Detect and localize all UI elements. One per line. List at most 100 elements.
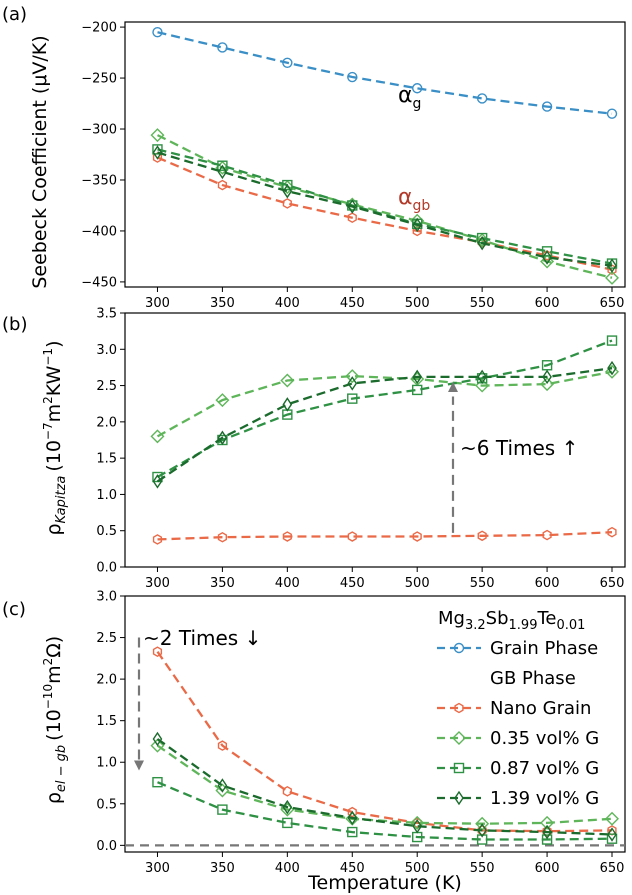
legend: Mg3.2Sb1.99Te0.01 Grain Phase GB Phase N…: [438, 608, 599, 809]
series-g035-point: [475, 378, 490, 393]
series-g139-point: [412, 369, 423, 385]
series-g139-point: [477, 369, 487, 385]
series-g087-point: [217, 160, 228, 171]
series-nano-line: [156, 651, 613, 833]
alpha-gb-annotation: αgb: [398, 185, 430, 214]
series-grain-point: [282, 57, 293, 68]
series-g139-point: [347, 199, 358, 214]
panel-0-xtick-label: 500: [405, 296, 430, 311]
panel-1-frame: [124, 312, 626, 568]
x-axis-label: Temperature (K): [307, 872, 462, 894]
panel-2-xtick-label: 300: [145, 861, 170, 876]
series-grain-line: [157, 31, 613, 115]
panel-0-ytick-label: −300: [81, 123, 117, 138]
series-g035-point: [215, 393, 230, 408]
panel-0-xtick-label: 450: [340, 296, 365, 311]
series-g035-point: [150, 738, 165, 753]
series-nano-point: [152, 646, 163, 657]
series-g035-point: [540, 254, 555, 269]
legend-g035-label: 0.35 vol% G: [490, 728, 599, 749]
panel-0-xtick-label: 600: [535, 296, 560, 311]
panel-1-xtick-label: 550: [470, 576, 495, 591]
series-grain-point: [476, 93, 488, 104]
series-g139-point: [542, 824, 552, 840]
series-grain-point: [217, 42, 228, 53]
panel-2-xtick-label: 600: [535, 861, 560, 876]
series-g035-line: [156, 370, 613, 438]
series-g035-point: [150, 128, 165, 143]
panel-0-ytick-label: −450: [81, 275, 117, 290]
panel-1-ytick-label: 3.0: [96, 343, 117, 358]
panel-1-xtick-label: 400: [275, 576, 300, 591]
series-g139-line: [157, 151, 613, 267]
series-nano-line: [157, 531, 613, 541]
panel-0-frame: [124, 21, 626, 288]
series-g139-point: [607, 827, 617, 842]
panel-0-xtick-label: 650: [600, 296, 625, 311]
series-g139-line: [156, 738, 613, 836]
series-nano-point: [412, 531, 422, 542]
series-g087-point: [606, 833, 618, 844]
series-g139-point: [542, 250, 552, 265]
panel-0-xtick-label: 350: [210, 296, 235, 311]
series-g139-point: [282, 183, 293, 199]
panel-2-ytick-label: 0.5: [96, 797, 117, 812]
legend-grain-label: Grain Phase: [490, 638, 598, 659]
series-grain-point: [541, 101, 553, 112]
series-g139-point: [282, 799, 293, 815]
series-nano-point: [347, 531, 357, 542]
series-g139-point: [282, 397, 293, 412]
series-g035-point: [150, 429, 165, 444]
series-nano-point: [217, 740, 228, 751]
series-grain-point: [152, 26, 163, 38]
series-g087-point: [152, 776, 163, 788]
panel-0-xtick-label: 300: [145, 296, 170, 311]
panel-2-ytick-label: 2.5: [96, 631, 117, 646]
two-times-annotation: ~2 Times ↓: [143, 626, 261, 650]
series-g087-point: [412, 384, 423, 396]
legend-title: Mg3.2Sb1.99Te0.01: [438, 608, 585, 633]
six-times-arrowhead: [448, 381, 458, 392]
panel-1-xtick-label: 650: [600, 576, 625, 591]
series-g087-line: [156, 339, 613, 478]
panel-c-ylabel: ρel − gb(10−10m2Ω): [41, 636, 69, 804]
series-g139-point: [152, 145, 163, 160]
panel-1-ytick-label: 2.0: [96, 415, 117, 430]
panel-a-ylabel: Seebeck Coefficient (μV/K): [29, 35, 51, 288]
panel-a-label: (a): [2, 4, 27, 25]
series-g139-point: [607, 360, 617, 376]
legend-g035-marker: [452, 731, 466, 745]
panel-2-frame: [124, 595, 626, 853]
series-g087-point: [606, 335, 618, 346]
panel-1-xtick-label: 350: [210, 576, 235, 591]
panel-1-xtick-label: 450: [340, 576, 365, 591]
series-g139-point: [412, 217, 423, 233]
series-nano-point: [152, 152, 163, 163]
legend-grain-marker: [453, 642, 465, 654]
panel-c-label: (c): [2, 599, 26, 620]
legend-gb-label: GB Phase: [490, 668, 576, 689]
series-g087-point: [152, 471, 163, 483]
panel-2-ytick-label: 1.0: [96, 756, 117, 771]
series-g139-point: [607, 258, 617, 273]
panel-0-ytick-label: −250: [81, 72, 117, 87]
series-g139-point: [412, 818, 423, 834]
series-nano-point: [217, 179, 228, 191]
series-g087-point: [152, 144, 163, 155]
series-g087-line: [157, 148, 613, 265]
series-g035-line: [156, 134, 613, 279]
series-nano-point: [217, 531, 228, 543]
series-g087-point: [282, 817, 293, 829]
series-g139-point: [347, 810, 358, 826]
series-g139-point: [152, 474, 163, 489]
six-times-annotation: ~6 Times ↑: [460, 436, 578, 460]
panel-2-xtick-label: 550: [470, 861, 495, 876]
series-grain-point: [347, 71, 358, 83]
panel-0-ytick-label: −400: [81, 224, 117, 239]
series-g139-point: [152, 731, 163, 747]
series-nano-point: [347, 212, 357, 223]
legend-g139-marker: [454, 790, 464, 806]
series-nano-point: [347, 806, 357, 818]
series-g087-point: [347, 393, 358, 404]
panel-2-ytick-label: 2.0: [96, 673, 117, 688]
